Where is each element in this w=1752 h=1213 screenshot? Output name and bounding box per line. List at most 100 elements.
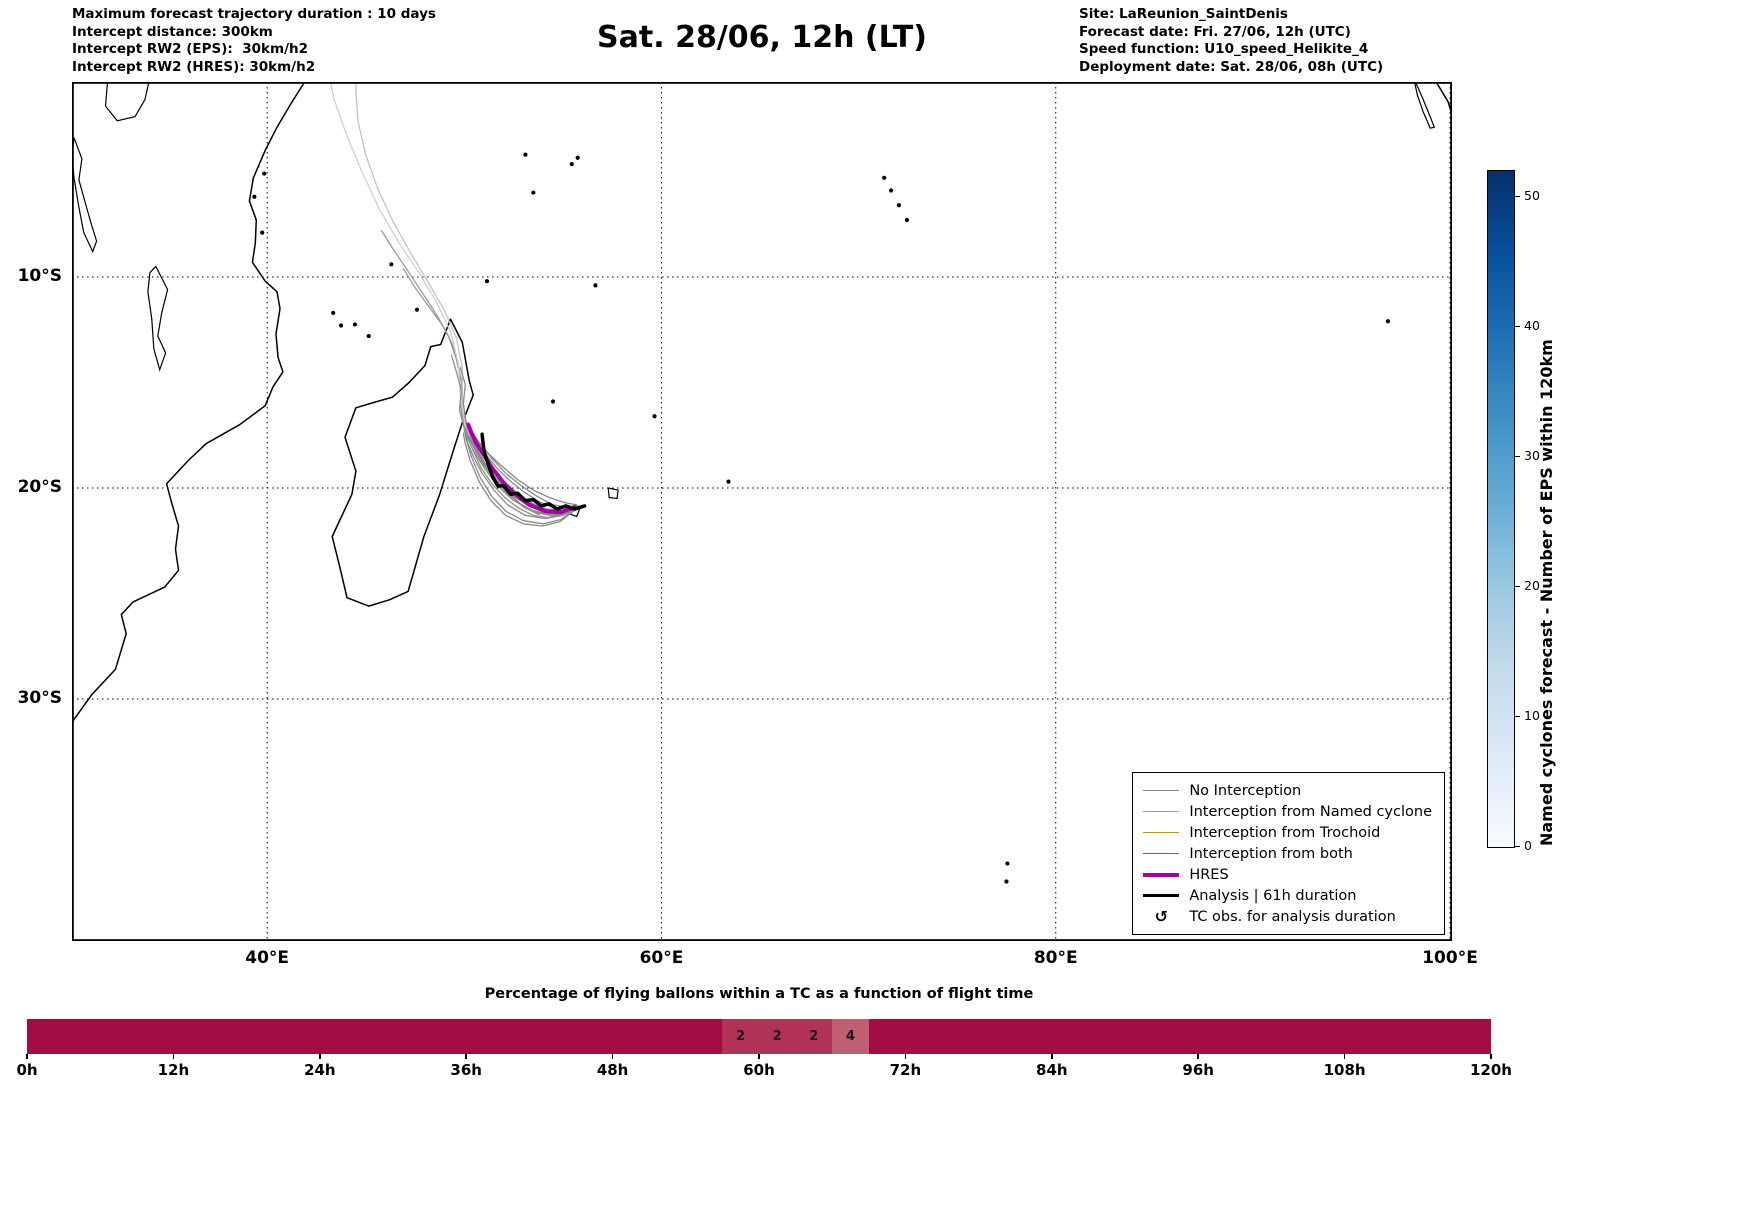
longitude-tick-label: 80°E xyxy=(1033,948,1078,968)
island-point xyxy=(550,399,556,404)
figure-title: Sat. 28/06, 12h (LT) xyxy=(597,20,927,55)
flight-bar-cell-57h: 2 xyxy=(722,1019,759,1054)
island-point xyxy=(1005,861,1010,866)
latitude-tick-label: 10°S xyxy=(17,265,62,286)
longitude-tick-label: 60°E xyxy=(639,948,684,968)
flight-bar-segment xyxy=(1124,1019,1162,1054)
flight-bar-cell-60h: 2 xyxy=(758,1019,796,1054)
trajectory-ensemble xyxy=(463,429,576,525)
flight-axis-tick-mark xyxy=(1197,1054,1199,1059)
legend-line-sample xyxy=(1143,811,1180,812)
island-point xyxy=(896,203,902,208)
flight-bar-segment xyxy=(100,1019,137,1054)
flight-bar-cell-value: 2 xyxy=(809,1029,819,1044)
trajectory-ensemble xyxy=(464,430,577,520)
island-point xyxy=(389,262,394,267)
flight-axis-tick-mark xyxy=(1051,1054,1053,1059)
flight-bar-segment xyxy=(429,1019,467,1054)
site-meta-line: Forecast date: Fri. 27/06, 12h (UTC) xyxy=(1079,23,1351,40)
flight-bar-segment xyxy=(612,1019,650,1054)
flight-bar-segment xyxy=(136,1019,174,1054)
flight-bar-segment xyxy=(356,1019,393,1054)
island-point xyxy=(1004,879,1009,884)
island-point xyxy=(531,190,536,195)
flight-axis-tick-mark xyxy=(1490,1054,1492,1059)
flight-bar-segment xyxy=(1161,1019,1198,1054)
legend-line-sample xyxy=(1143,790,1180,791)
flight-axis-tick-mark xyxy=(758,1054,760,1059)
flight-axis-tick-label: 36h xyxy=(450,1061,482,1079)
site-meta-block: Site: LaReunion_SaintDenis Forecast date:… xyxy=(1079,6,1383,76)
legend-line xyxy=(1143,832,1180,833)
site-meta-line: Speed function: U10_speed_Helikite_4 xyxy=(1079,41,1369,57)
colorbar-tick-mark xyxy=(1514,326,1520,328)
flight-bar-segment xyxy=(1380,1019,1418,1054)
forecast-param-line: Maximum forecast trajectory duration : 1… xyxy=(72,6,436,22)
lake-malawi xyxy=(147,265,169,372)
legend-label: Analysis | 61h duration xyxy=(1189,887,1357,904)
flight-axis-tick-label: 108h xyxy=(1323,1061,1366,1079)
colorbar-tick-label: 0 xyxy=(1524,838,1532,853)
flight-bar-segment xyxy=(209,1019,247,1054)
longitude-tick-label: 100°E xyxy=(1422,948,1478,968)
forecast-param-line: Intercept distance: 300km xyxy=(72,23,273,40)
flight-axis-tick-label: 60h xyxy=(743,1061,775,1079)
forecast-param-line: Intercept RW2 (EPS): 30km/h2 xyxy=(72,41,308,57)
flight-bar-segment xyxy=(27,1019,64,1054)
flight-bar-segment xyxy=(649,1019,686,1054)
flight-bar-segment xyxy=(575,1019,613,1054)
trajectory-ensemble xyxy=(380,229,465,430)
latitude-tick-label: 30°S xyxy=(17,687,62,708)
flight-bar-cell-63h: 2 xyxy=(795,1019,833,1054)
flight-bar-segment xyxy=(868,1019,906,1054)
flight-bar-segment xyxy=(978,1019,1016,1054)
flight-axis-tick-mark xyxy=(904,1054,907,1059)
flight-bar-segment xyxy=(283,1019,320,1054)
trajectory-ensemble xyxy=(462,432,576,527)
colorbar-label: Named cyclones forecast - Number of EPS … xyxy=(1537,339,1556,846)
legend-label: Interception from Named cyclone xyxy=(1189,803,1432,820)
trajectory-ensemble xyxy=(463,428,576,519)
flight-axis-tick-mark xyxy=(465,1054,467,1059)
colorbar-tick-label: 10 xyxy=(1524,708,1540,723)
island-point xyxy=(252,194,257,199)
flight-axis-tick-label: 84h xyxy=(1036,1061,1068,1079)
island-point xyxy=(331,310,336,315)
eps-colorbar xyxy=(1487,170,1515,848)
flight-time-axis: 0h 12h 24h 36h 48h 60h 72h 84h 96h 108h 120h xyxy=(16,1054,1512,1084)
flight-bar-segment xyxy=(941,1019,979,1054)
map-plot: No Interception Interception from Named c… xyxy=(72,82,1452,941)
trajectory-ensemble xyxy=(468,428,580,509)
flight-bar-segment xyxy=(1234,1019,1272,1054)
island-point xyxy=(484,279,490,284)
flight-bar-cell-66h: 4 xyxy=(832,1019,869,1054)
trajectory-ensemble xyxy=(459,367,467,425)
legend-item: ↺ TC obs. for analysis duration xyxy=(1143,906,1432,927)
flight-bar-segment xyxy=(1307,1019,1345,1054)
legend-line-sample xyxy=(1143,894,1180,897)
legend-label: No Interception xyxy=(1189,782,1302,799)
trajectory-hres xyxy=(466,422,577,515)
forecast-param-line: Intercept RW2 (HRES): 30km/h2 xyxy=(72,58,316,75)
flight-bar-cell-value: 2 xyxy=(736,1029,746,1044)
legend-line-sample xyxy=(1143,832,1180,833)
colorbar-tick-mark xyxy=(1514,586,1520,588)
colorbar-tick-label: 30 xyxy=(1524,448,1540,463)
site-meta-line: Deployment date: Sat. 28/06, 08h (UTC) xyxy=(1079,58,1384,75)
island-point xyxy=(882,175,887,180)
flight-bar-segment xyxy=(1198,1019,1235,1054)
lake-tanganyika xyxy=(72,137,98,254)
lake-victoria xyxy=(104,82,150,122)
island-point xyxy=(262,171,267,176)
colorbar-tick-mark xyxy=(1514,716,1520,718)
flight-bar-segment xyxy=(63,1019,101,1054)
longitude-tick-label: 40°E xyxy=(245,948,290,968)
island-point xyxy=(652,414,657,419)
flight-bar-segment xyxy=(1417,1019,1455,1054)
flight-bar-cell-value: 4 xyxy=(845,1029,855,1044)
flight-bar-segment xyxy=(1088,1019,1125,1054)
legend-item: Interception from Trochoid xyxy=(1143,822,1432,843)
trajectory-map-svg xyxy=(72,82,1452,941)
colorbar-tick-label: 40 xyxy=(1524,318,1540,333)
flight-axis-tick-mark xyxy=(1343,1054,1346,1059)
